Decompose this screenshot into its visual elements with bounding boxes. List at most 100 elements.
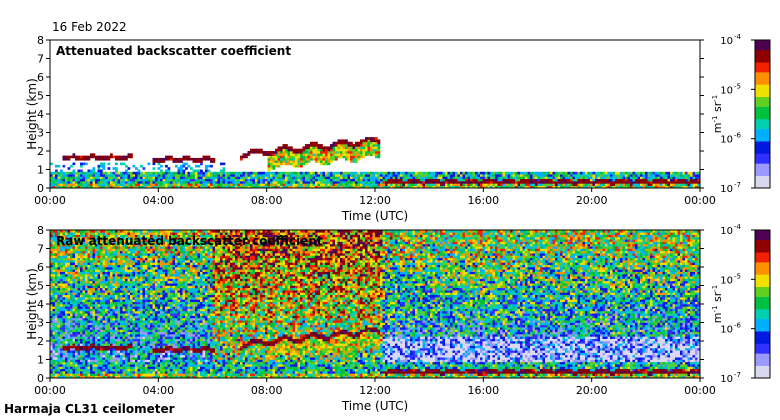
heatmap-cell <box>292 157 296 161</box>
heatmap-cell <box>472 178 476 182</box>
heatmap-cell <box>110 327 113 330</box>
heatmap-cell <box>77 317 81 321</box>
heatmap-cell <box>652 174 656 177</box>
heatmap-cell <box>302 155 306 159</box>
heatmap-cell <box>377 174 381 177</box>
heatmap-cell <box>657 183 661 186</box>
heatmap-cell <box>120 334 123 337</box>
heatmap-cell <box>85 236 88 240</box>
heatmap-cell <box>412 178 416 182</box>
heatmap-cell <box>130 243 133 247</box>
heatmap-cell <box>427 174 431 177</box>
heatmap-cell <box>75 232 78 235</box>
heatmap-cell <box>595 174 598 177</box>
heatmap-cell <box>262 176 266 180</box>
heatmap-cell <box>122 294 126 298</box>
heatmap-cell <box>180 160 183 163</box>
heatmap-cell <box>125 331 128 335</box>
heatmap-cell <box>60 327 63 330</box>
heatmap-cell <box>130 315 133 319</box>
heatmap-cell <box>280 162 283 166</box>
heatmap-cell <box>405 185 408 189</box>
heatmap-cell <box>445 171 448 175</box>
heatmap-cell <box>642 171 646 175</box>
heatmap-cell <box>135 246 138 249</box>
heatmap-cell <box>55 176 58 180</box>
heatmap-cell <box>527 183 531 186</box>
heatmap-cell <box>682 174 686 177</box>
heatmap-cell <box>467 176 471 180</box>
heatmap-cell <box>82 273 86 277</box>
heatmap-cell <box>312 176 316 180</box>
heatmap-cell <box>152 167 156 170</box>
heatmap-cell <box>420 185 423 189</box>
heatmap-cell <box>80 285 83 289</box>
heatmap-cell <box>547 174 551 177</box>
heatmap-cell <box>107 264 111 268</box>
heatmap-cell <box>455 185 458 189</box>
heatmap-cell <box>627 181 631 184</box>
heatmap-cell <box>52 304 56 307</box>
heatmap-cell <box>82 246 86 249</box>
heatmap-cell <box>82 364 86 367</box>
heatmap-cell <box>200 160 203 163</box>
heatmap-cell <box>447 183 451 186</box>
heatmap-cell <box>67 167 71 170</box>
heatmap-cell <box>557 176 561 180</box>
heatmap-cell <box>135 290 138 293</box>
heatmap-cell <box>52 336 56 339</box>
heatmap-cell <box>105 357 108 360</box>
heatmap-cell <box>62 373 66 376</box>
heatmap-cell <box>95 241 98 245</box>
heatmap-cell <box>227 183 231 186</box>
heatmap-cell <box>107 334 111 337</box>
heatmap-cell <box>165 174 168 177</box>
heatmap-cell <box>130 234 133 238</box>
heatmap-cell <box>462 171 466 175</box>
heatmap-cell <box>697 171 701 175</box>
heatmap-cell <box>352 157 356 161</box>
heatmap-cell <box>110 269 113 272</box>
heatmap-cell <box>137 368 141 372</box>
heatmap-cell <box>277 157 281 161</box>
heatmap-cell <box>587 176 591 180</box>
heatmap-cell <box>100 341 103 344</box>
heatmap-cell <box>52 375 56 379</box>
heatmap-cell <box>105 315 108 319</box>
heatmap-cell <box>245 185 248 189</box>
heatmap-cell <box>97 232 101 235</box>
heatmap-cell <box>655 185 658 189</box>
heatmap-cell <box>152 162 156 166</box>
heatmap-cell <box>92 250 96 254</box>
heatmap-cell <box>135 248 138 252</box>
heatmap-cell <box>72 375 76 379</box>
heatmap-cell <box>547 171 551 175</box>
heatmap-cell <box>55 269 58 272</box>
heatmap-cell <box>110 310 113 314</box>
heatmap-cell <box>505 174 508 177</box>
heatmap-cell <box>535 174 538 177</box>
heatmap-cell <box>320 178 323 182</box>
heatmap-cell <box>102 183 106 186</box>
heatmap-cell <box>115 315 118 319</box>
heatmap-cell <box>117 324 121 328</box>
heatmap-cell <box>277 176 281 180</box>
heatmap-cell <box>77 336 81 339</box>
heatmap-cell <box>112 264 116 268</box>
heatmap-cell <box>157 174 161 177</box>
heatmap-cell <box>190 157 193 161</box>
heatmap-cell <box>170 174 173 177</box>
heatmap-cell <box>87 294 91 298</box>
heatmap-cell <box>247 151 251 154</box>
heatmap-cell <box>112 304 116 307</box>
heatmap-cell <box>52 297 56 300</box>
heatmap-cell <box>52 276 56 279</box>
heatmap-cell <box>127 260 131 263</box>
heatmap-cell <box>312 178 316 182</box>
heatmap-cell <box>122 250 126 254</box>
heatmap-cell <box>302 178 306 182</box>
heatmap-cell <box>115 320 118 323</box>
heatmap-cell <box>297 160 301 163</box>
heatmap-cell <box>120 368 123 372</box>
heatmap-cell <box>50 162 53 166</box>
